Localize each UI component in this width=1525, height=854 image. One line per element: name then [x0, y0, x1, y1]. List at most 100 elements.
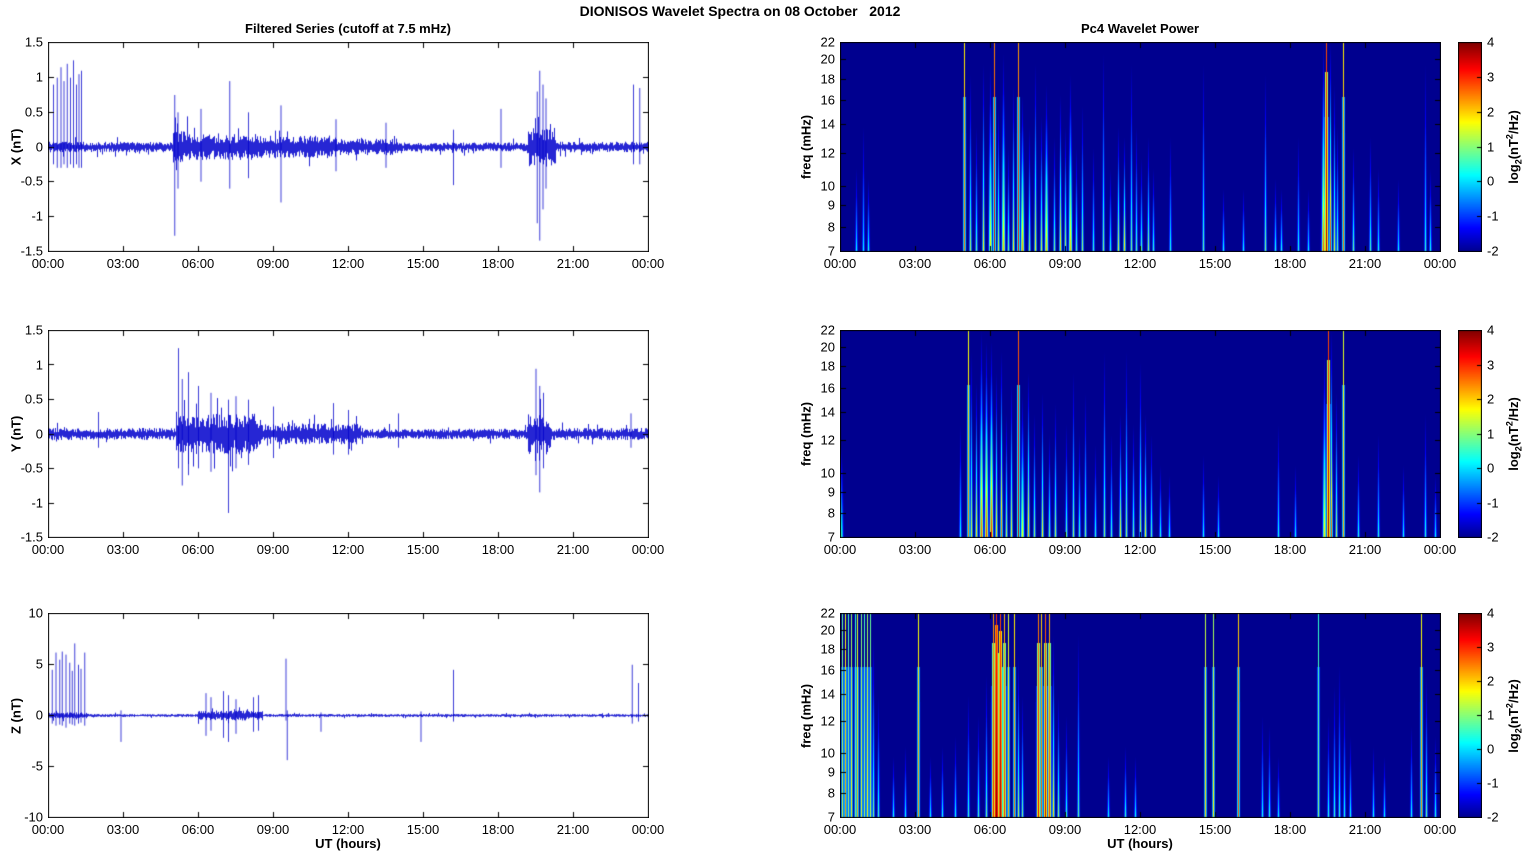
colorbar-tick-label: -2 — [1487, 529, 1499, 545]
wavelet-power-y-spectrogram — [840, 330, 1441, 538]
figure-title: DIONISOS Wavelet Spectra on 08 October 2… — [579, 3, 901, 19]
x-tick-label: 00:00 — [823, 256, 857, 271]
y-tick-label: 0 — [35, 707, 43, 723]
x-tick-label: 15:00 — [1198, 256, 1232, 271]
y-tick-label: 1 — [35, 69, 43, 85]
y-tick-label: 1.5 — [24, 322, 43, 338]
filtered-series-y-plot — [48, 330, 649, 538]
freq-tick-label: 14 — [820, 116, 835, 132]
y-axis-label-y: Y (nT) — [8, 415, 24, 453]
y-tick-label: 10 — [28, 605, 43, 621]
x-tick-label: 06:00 — [181, 542, 215, 557]
freq-tick-label: 22 — [820, 322, 835, 338]
x-tick-label: 18:00 — [481, 256, 515, 271]
x-tick-label: 18:00 — [481, 542, 515, 557]
x-tick-label: 03:00 — [106, 822, 140, 837]
x-tick-label: 09:00 — [1048, 256, 1082, 271]
x-tick-label: 06:00 — [973, 822, 1007, 837]
x-tick-label: 21:00 — [556, 822, 590, 837]
x-tick-label: 06:00 — [973, 256, 1007, 271]
x-tick-label: 00:00 — [31, 542, 65, 557]
freq-tick-label: 16 — [820, 380, 835, 396]
freq-tick-label: 12 — [820, 432, 835, 448]
x-tick-label: 00:00 — [31, 256, 65, 271]
freq-tick-label: 7 — [827, 809, 835, 825]
x-axis-label-right: UT (hours) — [1107, 836, 1173, 851]
x-tick-label: 09:00 — [1048, 542, 1082, 557]
right-column-title: Pc4 Wavelet Power — [1080, 21, 1200, 36]
wavelet-power-z-spectrogram — [840, 613, 1441, 818]
filtered-series-x-plot — [48, 42, 649, 252]
x-tick-label: 21:00 — [1348, 822, 1382, 837]
freq-tick-label: 16 — [820, 662, 835, 678]
x-tick-label: 03:00 — [898, 822, 932, 837]
y-tick-label: 5 — [35, 656, 43, 672]
x-tick-label: 12:00 — [1123, 822, 1157, 837]
colorbar-tick-label: 3 — [1487, 357, 1495, 372]
x-tick-label: 00:00 — [1423, 542, 1457, 557]
freq-tick-label: 18 — [820, 71, 835, 87]
x-tick-label: 03:00 — [898, 542, 932, 557]
x-tick-label: 12:00 — [331, 256, 365, 271]
left-column-title: Filtered Series (cutoff at 7.5 mHz) — [245, 21, 451, 36]
freq-tick-label: 12 — [820, 713, 835, 729]
colorbar-tick-label: 3 — [1487, 69, 1495, 85]
colorbar-tick-label: 4 — [1487, 605, 1495, 621]
x-tick-label: 18:00 — [481, 822, 515, 837]
x-tick-label: 21:00 — [556, 542, 590, 557]
x-tick-label: 18:00 — [1273, 822, 1307, 837]
colorbar-tick-label: 0 — [1487, 173, 1495, 189]
x-tick-label: 21:00 — [556, 256, 590, 271]
colorbar-tick-label: 2 — [1487, 391, 1495, 407]
freq-tick-label: 10 — [820, 465, 835, 481]
x-tick-label: 09:00 — [256, 256, 290, 271]
colorbar-tick-label: -2 — [1487, 243, 1499, 259]
freq-tick-label: 9 — [827, 197, 835, 213]
x-tick-label: 00:00 — [631, 822, 665, 837]
colorbar-tick-label: -1 — [1487, 495, 1499, 510]
colorbar-tick-label: -2 — [1487, 809, 1499, 825]
freq-tick-label: 8 — [827, 505, 835, 521]
x-tick-label: 00:00 — [1423, 822, 1457, 837]
x-tick-label: 18:00 — [1273, 542, 1307, 557]
colorbar-row2 — [1458, 330, 1482, 538]
colorbar-tick-label: 4 — [1487, 34, 1495, 50]
x-tick-label: 15:00 — [1198, 542, 1232, 557]
x-tick-label: 00:00 — [1423, 256, 1457, 271]
colorbar-label-row3: log2(nT2/Hz) — [1504, 679, 1524, 753]
x-tick-label: 06:00 — [973, 542, 1007, 557]
x-tick-label: 15:00 — [1198, 822, 1232, 837]
x-tick-label: 15:00 — [406, 256, 440, 271]
x-axis-label-left: UT (hours) — [315, 836, 381, 851]
colorbar-row1 — [1458, 42, 1482, 252]
y-tick-label: 0.5 — [24, 391, 43, 407]
colorbar-row3 — [1458, 613, 1482, 818]
colorbar-tick-label: 4 — [1487, 322, 1495, 338]
freq-tick-label: 7 — [827, 243, 835, 259]
y-tick-label: 0.5 — [24, 104, 43, 120]
y-tick-label: -0.5 — [20, 460, 43, 476]
freq-tick-label: 20 — [820, 51, 835, 67]
x-tick-label: 15:00 — [406, 542, 440, 557]
x-tick-label: 12:00 — [1123, 256, 1157, 271]
freq-tick-label: 14 — [820, 686, 835, 702]
y-tick-label: -0.5 — [20, 173, 43, 189]
colorbar-tick-label: 0 — [1487, 460, 1495, 476]
y-tick-label: -1 — [31, 208, 43, 224]
x-tick-label: 12:00 — [1123, 542, 1157, 557]
freq-axis-label-row3: freq (mHz) — [798, 683, 814, 749]
x-tick-label: 00:00 — [823, 542, 857, 557]
freq-tick-label: 9 — [827, 484, 835, 500]
colorbar-tick-label: 0 — [1487, 741, 1495, 757]
freq-tick-label: 20 — [820, 339, 835, 355]
y-tick-label: -1.5 — [20, 243, 43, 259]
y-tick-label: -10 — [24, 809, 43, 825]
freq-axis-label-row1: freq (mHz) — [798, 114, 814, 180]
colorbar-tick-label: -1 — [1487, 775, 1499, 791]
colorbar-tick-label: 1 — [1487, 426, 1495, 441]
freq-tick-label: 10 — [820, 745, 835, 761]
x-tick-label: 00:00 — [823, 822, 857, 837]
colorbar-tick-label: -1 — [1487, 208, 1499, 224]
colorbar-tick-label: 2 — [1487, 104, 1495, 120]
